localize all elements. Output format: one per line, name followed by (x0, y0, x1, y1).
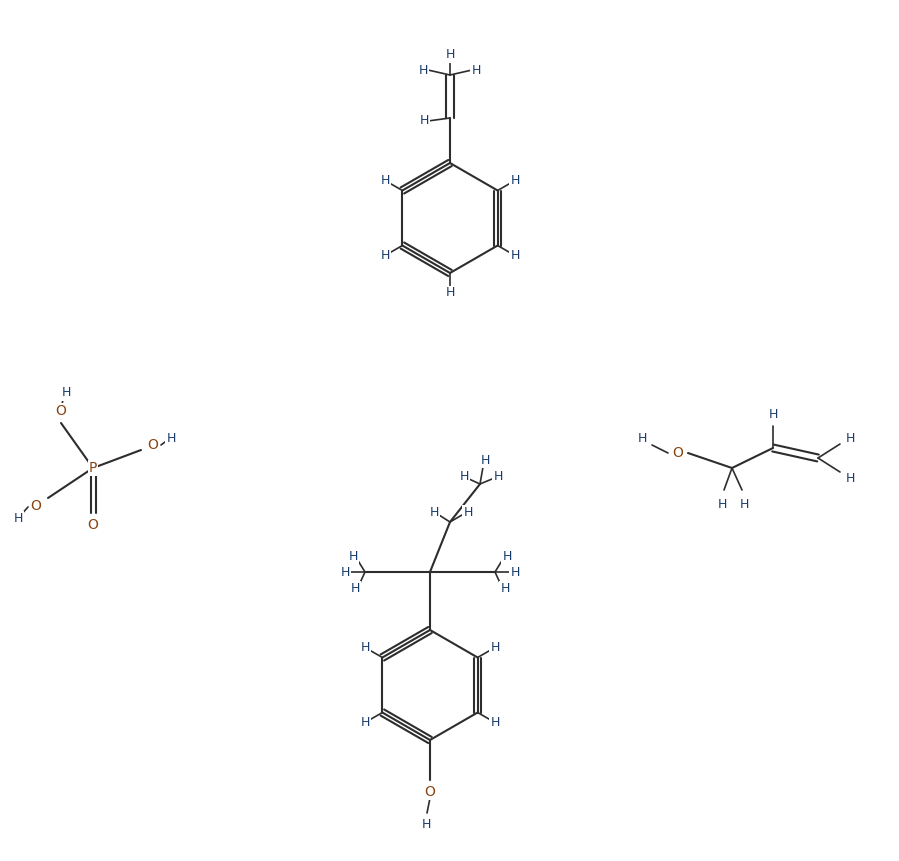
Text: H: H (61, 387, 71, 400)
Text: H: H (511, 566, 520, 579)
Text: H: H (769, 407, 778, 420)
Text: O: O (87, 518, 98, 532)
Text: O: O (424, 785, 435, 799)
Text: H: H (845, 472, 855, 485)
Text: H: H (637, 432, 646, 445)
Text: H: H (717, 498, 726, 511)
Text: H: H (503, 549, 512, 562)
Text: H: H (13, 511, 22, 524)
Text: H: H (166, 431, 175, 444)
Text: H: H (739, 498, 749, 511)
Text: H: H (341, 566, 350, 579)
Text: H: H (445, 287, 455, 300)
Text: O: O (31, 499, 41, 513)
Text: H: H (511, 249, 520, 262)
Text: O: O (672, 446, 683, 460)
Text: H: H (380, 174, 390, 187)
Text: H: H (348, 549, 358, 562)
Text: H: H (351, 581, 360, 594)
Text: H: H (360, 641, 369, 654)
Text: H: H (490, 641, 500, 654)
Text: H: H (459, 469, 468, 482)
Text: H: H (360, 716, 369, 729)
Text: H: H (380, 249, 390, 262)
Text: H: H (490, 716, 500, 729)
Text: O: O (56, 404, 67, 418)
Text: H: H (430, 505, 439, 518)
Text: H: H (445, 48, 455, 61)
Text: H: H (511, 174, 520, 187)
Text: H: H (494, 469, 503, 482)
Text: P: P (89, 461, 97, 475)
Text: O: O (147, 438, 158, 452)
Text: H: H (845, 431, 855, 444)
Text: H: H (471, 64, 481, 77)
Text: H: H (501, 581, 510, 594)
Text: H: H (480, 454, 490, 467)
Text: H: H (463, 505, 473, 518)
Text: H: H (422, 817, 431, 831)
Text: H: H (418, 64, 428, 77)
Text: H: H (419, 115, 429, 127)
